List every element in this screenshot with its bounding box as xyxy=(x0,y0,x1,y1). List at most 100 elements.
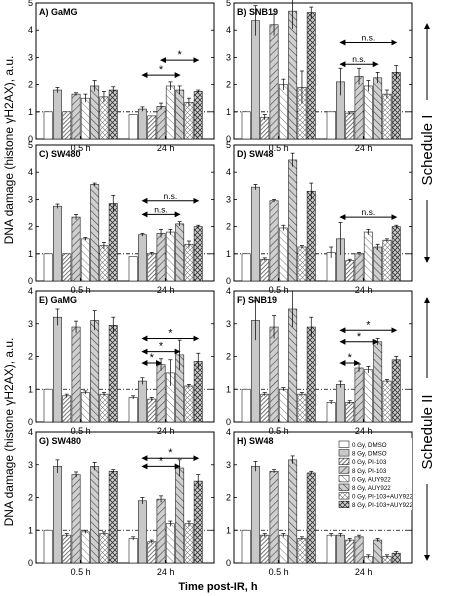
significance-label: * xyxy=(168,447,173,459)
bar xyxy=(241,111,251,140)
panel-title: G) SW480 xyxy=(39,436,81,446)
y-tick-label: 4 xyxy=(226,286,231,296)
bar xyxy=(373,77,383,140)
bar xyxy=(90,184,100,282)
bar xyxy=(90,320,100,423)
y-tick-label: 0 xyxy=(28,134,33,144)
bar xyxy=(297,393,307,423)
bar xyxy=(62,111,72,140)
schedule-label-top: Schedule I xyxy=(419,115,436,186)
significance-label: n.s. xyxy=(352,54,366,64)
bar xyxy=(269,24,279,140)
bar xyxy=(147,253,157,282)
bar xyxy=(241,529,251,564)
y-tick-label: 3 xyxy=(226,194,231,204)
y-tick-label: 4 xyxy=(226,167,231,177)
bar xyxy=(278,227,288,282)
significance-label: * xyxy=(150,352,155,364)
significance-label: n.s. xyxy=(361,207,375,217)
legend-label: 8 Gy, DMSO xyxy=(352,451,387,458)
legend-label: 0 Gy, DMSO xyxy=(352,442,387,449)
bar xyxy=(62,253,72,282)
bar xyxy=(128,538,138,564)
bar xyxy=(363,369,373,423)
significance-label: * xyxy=(357,331,362,343)
y-tick-label: 0 xyxy=(226,417,231,427)
bar xyxy=(288,10,298,140)
panel-6: 0 1 2 3 4 0.5 h 24 h * * G) SW480 xyxy=(28,427,215,577)
y-tick-label: 3 xyxy=(28,194,33,204)
bar xyxy=(184,385,194,423)
bar xyxy=(326,402,336,423)
bar xyxy=(52,89,62,140)
bar xyxy=(80,531,90,564)
legend-label: 0 Gy, PI-103 xyxy=(352,459,387,466)
x-tick-label: 24 h xyxy=(157,567,175,577)
y-tick-label: 0 xyxy=(28,417,33,427)
y-tick-label: 3 xyxy=(226,52,231,62)
bar xyxy=(260,534,270,564)
y-tick-label: 3 xyxy=(28,52,33,62)
bar xyxy=(345,402,355,423)
bar xyxy=(175,89,185,140)
panel-title: B) SNB19 xyxy=(237,7,278,17)
significance-label: * xyxy=(178,49,183,61)
y-tick-label: 1 xyxy=(226,107,231,117)
y-axis-label-bottom: DNA damage (histone γH2AX), a.u. xyxy=(2,338,16,527)
bar xyxy=(363,85,373,140)
y-tick-label: 2 xyxy=(28,80,33,90)
significance-label: n.s. xyxy=(163,191,177,201)
bar xyxy=(345,112,355,140)
x-tick-label: 0.5 h xyxy=(269,426,289,436)
y-tick-label: 0 xyxy=(226,276,231,286)
y-tick-label: 1 xyxy=(28,249,33,259)
bar xyxy=(71,93,81,140)
y-tick-label: 0 xyxy=(226,558,231,568)
bar xyxy=(373,246,383,282)
bar xyxy=(62,534,72,564)
x-tick-label: 0.5 h xyxy=(71,143,91,153)
panel-4: 0 1 2 3 4 0.5 h 24 h * * * E) GaMG xyxy=(28,286,215,436)
bar xyxy=(62,395,72,423)
bar xyxy=(382,93,392,140)
x-tick-label: 24 h xyxy=(355,567,373,577)
bar xyxy=(138,234,147,282)
bar xyxy=(193,480,203,564)
bar xyxy=(278,84,288,140)
y-tick-label: 5 xyxy=(28,0,33,8)
bar xyxy=(269,470,279,564)
bar xyxy=(306,326,316,423)
y-tick-label: 1 xyxy=(28,525,33,535)
y-tick-label: 3 xyxy=(226,319,231,329)
bar xyxy=(80,97,90,140)
x-tick-label: 0.5 h xyxy=(269,143,289,153)
y-tick-label: 2 xyxy=(28,493,33,503)
bar xyxy=(354,536,364,564)
significance-label: n.s. xyxy=(154,204,168,214)
y-tick-label: 2 xyxy=(28,352,33,362)
bar xyxy=(90,85,100,140)
x-tick-label: 0.5 h xyxy=(71,426,91,436)
bar xyxy=(297,538,307,564)
bar xyxy=(354,76,364,140)
y-tick-label: 2 xyxy=(226,352,231,362)
bar xyxy=(71,474,81,564)
bar xyxy=(99,533,109,564)
bar xyxy=(363,231,373,282)
bar xyxy=(43,111,53,140)
bar xyxy=(382,380,392,423)
bar xyxy=(165,231,175,282)
bar xyxy=(184,243,194,282)
y-tick-label: 1 xyxy=(226,249,231,259)
panel-title: D) SW48 xyxy=(237,149,274,159)
bar xyxy=(241,388,251,423)
legend-swatch xyxy=(338,457,350,466)
plot-frame xyxy=(35,144,215,282)
bar xyxy=(71,326,81,423)
bar xyxy=(345,539,355,564)
y-tick-label: 3 xyxy=(226,460,231,470)
significance-label: * xyxy=(348,352,353,364)
bar xyxy=(138,108,147,140)
